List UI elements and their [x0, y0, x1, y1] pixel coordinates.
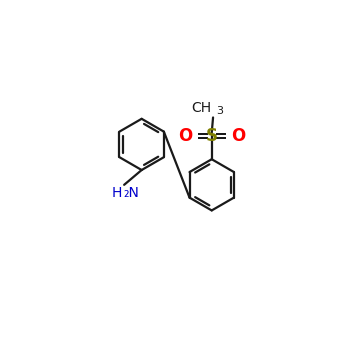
Text: 3: 3 [216, 106, 223, 116]
Text: H: H [112, 186, 122, 200]
Text: O: O [178, 127, 192, 145]
Text: O: O [231, 127, 246, 145]
Text: S: S [206, 127, 218, 145]
Text: ₂N: ₂N [124, 186, 139, 200]
Text: CH: CH [191, 101, 212, 115]
